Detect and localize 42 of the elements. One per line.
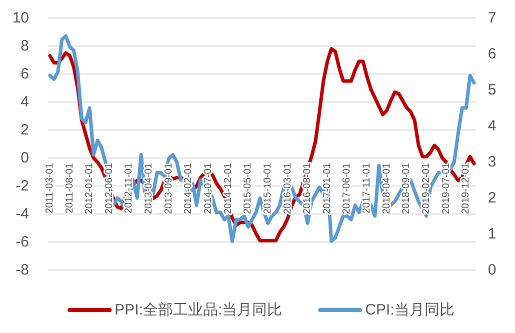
x-tick-label: 2016-08-01 — [302, 162, 314, 214]
x-tick-label: 2012-11-01 — [124, 162, 135, 214]
x-tick-label: 2017-06-01 — [342, 162, 353, 214]
y-tick-label: -4 — [16, 206, 29, 222]
x-tick-label: 2017-11-01 — [362, 162, 373, 214]
y2-tick-label: 3 — [488, 154, 496, 170]
x-tick-label: 2013-04-01 — [144, 162, 155, 214]
y2-tick-label: 0 — [488, 262, 496, 278]
x-tick-label: 2011-08-01 — [64, 162, 76, 214]
x-tick-label: 2018-04-01 — [381, 162, 392, 214]
x-tick-label: 2015-05-01 — [242, 162, 254, 214]
x-tick-label: 2018-09-01 — [401, 162, 412, 214]
y-tick-label: 0 — [20, 150, 29, 166]
y2-tick-label: 6 — [488, 46, 496, 62]
x-tick-label: 2019-07-01 — [440, 162, 452, 214]
y-tick-label: 10 — [12, 10, 29, 26]
y2-tick-label: 1 — [488, 226, 496, 242]
y-tick-label: -6 — [16, 234, 29, 250]
x-tick-label: 2019-12-01 — [460, 162, 472, 214]
x-tick-label: 2012-06-01 — [104, 162, 115, 214]
x-tick-label: 2011-03-01 — [44, 162, 56, 214]
y2-tick-label: 7 — [488, 10, 496, 26]
y2-tick-label: 4 — [488, 118, 496, 134]
y-tick-label: -8 — [16, 262, 29, 278]
x-tick-label: 2016-03-01 — [282, 162, 294, 214]
x-tick-label: 2017-01-01 — [322, 162, 333, 214]
x-tick-label: 2014-02-01 — [183, 162, 194, 214]
y-tick-label: 6 — [20, 66, 29, 82]
x-tick-label: 2014-07-01 — [203, 162, 214, 214]
x-tick-label: 2014-12-01 — [222, 162, 234, 214]
x-tick-label: 2019-02-01 — [420, 162, 432, 214]
legend-label: CPI:当月同比 — [365, 302, 454, 318]
y2-tick-label: 2 — [488, 190, 496, 206]
y-tick-label: -2 — [16, 178, 29, 194]
y2-tick-label: 5 — [488, 82, 496, 98]
legend-label: PPI:全部工业品:当月同比 — [114, 302, 282, 318]
y-tick-label: 8 — [20, 38, 29, 54]
x-tick-label: 2012-01-01 — [84, 162, 96, 214]
y-tick-label: 4 — [20, 94, 29, 110]
y-tick-label: 2 — [20, 122, 29, 138]
x-tick-label: 2013-09-01 — [163, 162, 174, 214]
x-tick-label: 2015-10-01 — [262, 162, 274, 214]
